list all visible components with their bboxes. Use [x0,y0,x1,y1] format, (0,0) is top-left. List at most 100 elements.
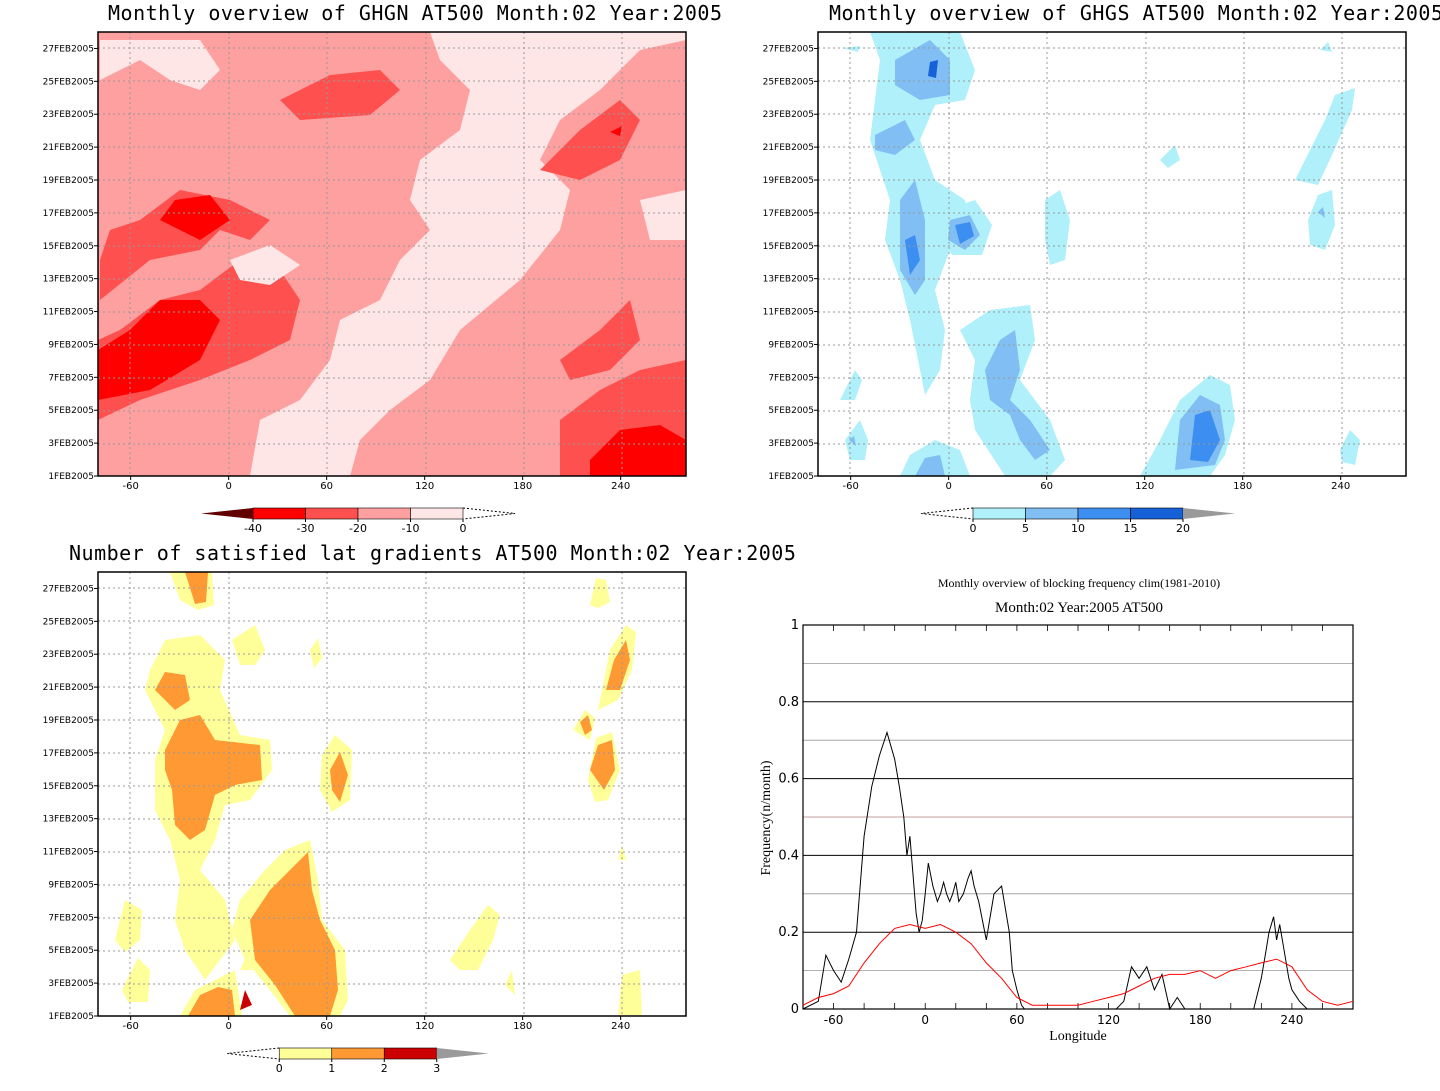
x-tick-label: 240 [1280,1013,1303,1027]
ghgn-map: 1FEB2005 3FEB2005 5FEB2005 7FEB2005 9FEB2005… [43,31,687,535]
y-tick-label: 7FEB2005 [48,373,94,383]
x-ticks: -60 0 60 120 180 240 [842,476,1350,492]
y-tick-label: 9FEB2005 [48,340,94,350]
y-tick-label: 5FEB2005 [48,946,94,956]
x-tick-label: 240 [611,481,630,492]
y-tick-label: 9FEB2005 [48,880,94,890]
chart-title: Monthly overview of GHGS AT500 Month:02 … [829,1,1440,25]
x-tick-label: -60 [122,481,138,492]
colorbar-level-label: 2 [381,1062,388,1075]
colorbar-level-label: -30 [297,522,315,535]
ghgs-map: 1FEB2005 3FEB2005 5FEB2005 7FEB2005 9FEB2005… [763,31,1407,535]
y-tick-label: 0.2 [778,925,799,940]
y-tick-label: 21FEB2005 [43,143,94,153]
series-lines [802,730,1354,1011]
colorbar-level-label: -40 [244,522,262,535]
y-tick-label: 17FEB2005 [43,749,94,759]
colorbar: -40 -30 -20 -10 0 [201,507,516,535]
x-tick-label: 60 [320,481,333,492]
y-tick-label: 21FEB2005 [763,143,814,153]
y-tick-label: 19FEB2005 [43,176,94,186]
y-axis-label: Frequency(n/month) [759,760,774,875]
colorbar: 0 5 10 15 20 [920,507,1235,535]
panel-lat-gradients: Number of satisfied lat gradients AT500 … [0,540,796,1091]
y-tick-label: 5FEB2005 [768,406,814,416]
colorbar-low-triangle [201,508,253,519]
y-tick-label: 19FEB2005 [763,176,814,186]
chart-subtitle: Month:02 Year:2005 AT500 [995,600,1163,616]
y-tick-label: 27FEB2005 [43,44,94,54]
y-tick-label: 7FEB2005 [48,913,94,923]
x-tick-label: 180 [513,481,532,492]
y-tick-label: 1 [791,618,799,633]
y-tick-label: 9FEB2005 [768,340,814,350]
y-tick-label: 7FEB2005 [768,373,814,383]
x-ticks: -60 0 60 120 180 240 [122,1016,630,1032]
y-tick-label: 15FEB2005 [43,782,94,792]
colorbar-level-label: 3 [433,1062,440,1075]
y-tick-label: 25FEB2005 [43,617,94,627]
colorbar-swatch [1077,507,1131,520]
y-ticks: 1FEB2005 3FEB2005 5FEB2005 7FEB2005 9FEB2005… [763,44,818,482]
y-tick-label: 11FEB2005 [43,308,94,318]
y-ticks: 0 0.2 0.4 0.6 0.8 1 [778,618,799,1017]
y-tick-label: 13FEB2005 [763,275,814,285]
colorbar-swatch [252,507,306,520]
y-tick-label: 17FEB2005 [763,209,814,219]
y-tick-label: 5FEB2005 [48,406,94,416]
colorbar-swatch [1025,507,1079,520]
y-tick-label: 21FEB2005 [43,683,94,693]
colorbar-level-label: 0 [460,522,467,535]
x-tick-label: -60 [824,1013,844,1027]
y-tick-label: 0.6 [778,772,799,787]
y-tick-label: 23FEB2005 [763,110,814,120]
colorbar-level-label: -20 [349,522,367,535]
colorbar-swatch [305,507,359,520]
y-tick-label: 0 [791,1002,799,1017]
colorbar-high-triangle [1183,508,1235,519]
gradients-map: 1FEB2005 3FEB2005 5FEB2005 7FEB2005 9FEB2005… [43,571,687,1075]
x-tick-label: 0 [945,481,951,492]
colorbar-swatch [972,507,1026,520]
x-ticks: -60 0 60 120 180 240 [824,1013,1304,1027]
y-tick-label: 13FEB2005 [43,275,94,285]
x-tick-label: 0 [225,1021,231,1032]
colorbar: 0 1 2 3 [227,1047,489,1075]
colorbar-swatch [383,1047,438,1060]
y-tick-label: 1FEB2005 [48,472,94,482]
x-tick-label: 60 [320,1021,333,1032]
chart-title: Monthly overview of GHGN AT500 Month:02 … [108,1,723,25]
x-tick-label: -60 [842,481,858,492]
y-tick-label: 25FEB2005 [763,77,814,87]
y-tick-label: 11FEB2005 [763,308,814,318]
y-tick-label: 23FEB2005 [43,110,94,120]
y-tick-label: 11FEB2005 [43,848,94,858]
series-line-1 [802,923,1354,1006]
y-tick-label: 3FEB2005 [768,439,814,449]
y-tick-label: 13FEB2005 [43,815,94,825]
colorbar-high-triangle [462,507,516,520]
x-tick-label: 60 [1009,1013,1024,1027]
y-tick-label: 19FEB2005 [43,716,94,726]
y-tick-label: 1FEB2005 [768,472,814,482]
x-ticks: -60 0 60 120 180 240 [122,476,630,492]
x-tick-label: 120 [415,481,434,492]
y-tick-label: 15FEB2005 [43,242,94,252]
y-tick-label: 27FEB2005 [763,44,814,54]
colorbar-high-triangle [436,1048,489,1059]
y-tick-label: 0.8 [778,695,799,710]
grid [802,625,1354,1009]
colorbar-level-label: 15 [1124,522,1138,535]
x-tick-label: 240 [1331,481,1350,492]
colorbar-low-triangle [227,1047,280,1060]
x-tick-label: 120 [415,1021,434,1032]
colorbar-level-label: 1 [328,1062,335,1075]
panel-ghgn: Monthly overview of GHGN AT500 Month:02 … [0,0,723,545]
y-tick-label: 25FEB2005 [43,77,94,87]
y-tick-label: 15FEB2005 [763,242,814,252]
panel-ghgs: Monthly overview of GHGS AT500 Month:02 … [720,0,1440,545]
colorbar-level-label: 20 [1176,522,1190,535]
y-tick-label: 23FEB2005 [43,650,94,660]
colorbar-swatch [278,1047,333,1060]
colorbar-swatch [331,1047,385,1060]
